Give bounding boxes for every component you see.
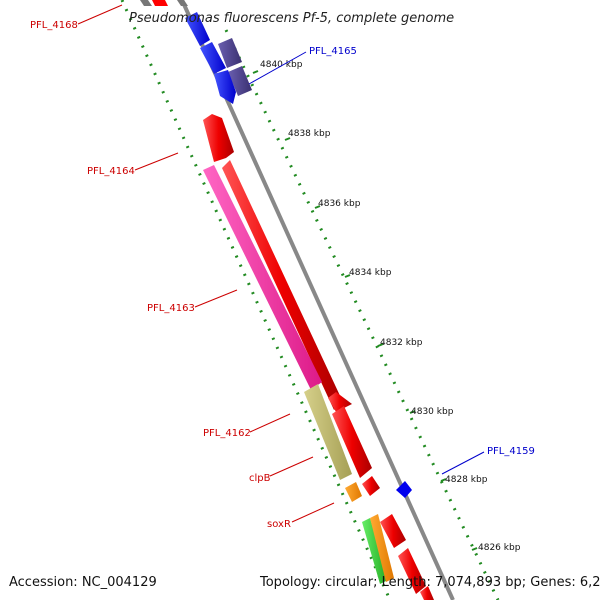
gene-red-long — [222, 160, 342, 410]
gene-blue-2 — [200, 42, 226, 74]
gene-blue-4 — [396, 481, 412, 498]
gene-magenta — [203, 165, 322, 390]
map-title: Pseudomonas fluorescens Pf-5, complete g… — [129, 11, 454, 26]
outer-dotted-ring — [120, 0, 392, 600]
tick-label: 4838 kbp — [288, 129, 331, 139]
gene-label: PFL_4165 — [309, 46, 357, 57]
gene-red-pfl4164 — [203, 114, 234, 162]
gene-label: PFL_4159 — [487, 446, 535, 457]
gene-label: clpB — [249, 473, 271, 484]
gene-olive — [304, 384, 352, 480]
tick-label: 4826 kbp — [478, 543, 521, 553]
gene-slate-1 — [218, 38, 242, 68]
gene-blue-1 — [185, 12, 210, 46]
gene-grey-top-2 — [177, 0, 188, 6]
gene-orange-1 — [345, 482, 362, 502]
gene-label: PFL_4162 — [203, 428, 251, 439]
gene-blue-3 — [214, 70, 236, 104]
gene-red-top — [152, 0, 168, 6]
gene-red-bottom-2 — [420, 586, 434, 600]
gene-red-soxr — [380, 514, 406, 548]
tick-label: 4828 kbp — [445, 475, 488, 485]
gene-red-bottom-1 — [398, 548, 426, 594]
gene-green — [362, 518, 388, 584]
tick-label: 4840 kbp — [260, 60, 303, 70]
gene-label: PFL_4164 — [87, 166, 135, 177]
tick-label: 4832 kbp — [380, 338, 423, 348]
gene-red-pfl4162 — [328, 392, 352, 412]
gene-slate-2 — [228, 66, 252, 96]
tick-marks — [252, 70, 478, 551]
label-leaders — [77, 4, 485, 523]
tick-label: 4834 kbp — [349, 268, 392, 278]
accession-text: Accession: NC_004129 — [9, 575, 157, 590]
inner-dotted-ring — [224, 29, 500, 600]
gene-orange-2 — [370, 514, 394, 582]
gene-red-clpb — [332, 406, 372, 478]
gene-label: soxR — [267, 519, 291, 530]
gene-grey-top — [140, 0, 152, 6]
gene-red-small-1 — [362, 476, 380, 496]
gene-label: PFL_4163 — [147, 303, 195, 314]
gene-label: PFL_4168 — [30, 20, 78, 31]
tick-label: 4836 kbp — [318, 199, 361, 209]
genome-summary-text: Topology: circular; Length: 7,074,893 bp… — [259, 575, 600, 590]
tick-label: 4830 kbp — [411, 407, 454, 417]
